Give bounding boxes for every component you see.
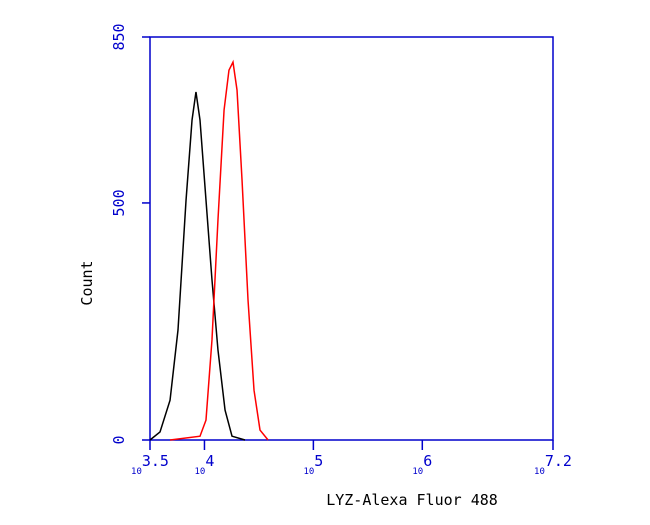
x-tick-label: 104 (195, 452, 215, 477)
x-tick-base: 10 (534, 467, 545, 477)
x-tick-label: 105 (303, 452, 323, 477)
histogram-line (149, 91, 246, 441)
x-tick-exponent: 3.5 (142, 452, 169, 470)
x-tick-base: 10 (131, 467, 142, 477)
x-tick-base: 10 (303, 467, 314, 477)
x-tick-exponent: 4 (205, 452, 214, 470)
y-tick-label: 0 (110, 435, 128, 444)
x-tick-base: 10 (412, 467, 423, 477)
x-axis-label: LYZ-Alexa Fluor 488 (326, 491, 498, 509)
plot-frame (149, 36, 554, 441)
x-tick-exponent: 6 (423, 452, 432, 470)
x-tick-label: 107.2 (534, 452, 572, 477)
x-tick-exponent: 5 (314, 452, 323, 470)
y-tick-label: 850 (110, 23, 128, 50)
x-tick-base: 10 (195, 467, 206, 477)
x-tick-label: 106 (412, 452, 432, 477)
x-tick-exponent: 7.2 (545, 452, 572, 470)
x-tick-label: 103.5 (131, 452, 169, 477)
y-axis-label: Count (78, 260, 96, 305)
y-tick-label: 500 (110, 189, 128, 216)
histogram-line (169, 59, 269, 441)
